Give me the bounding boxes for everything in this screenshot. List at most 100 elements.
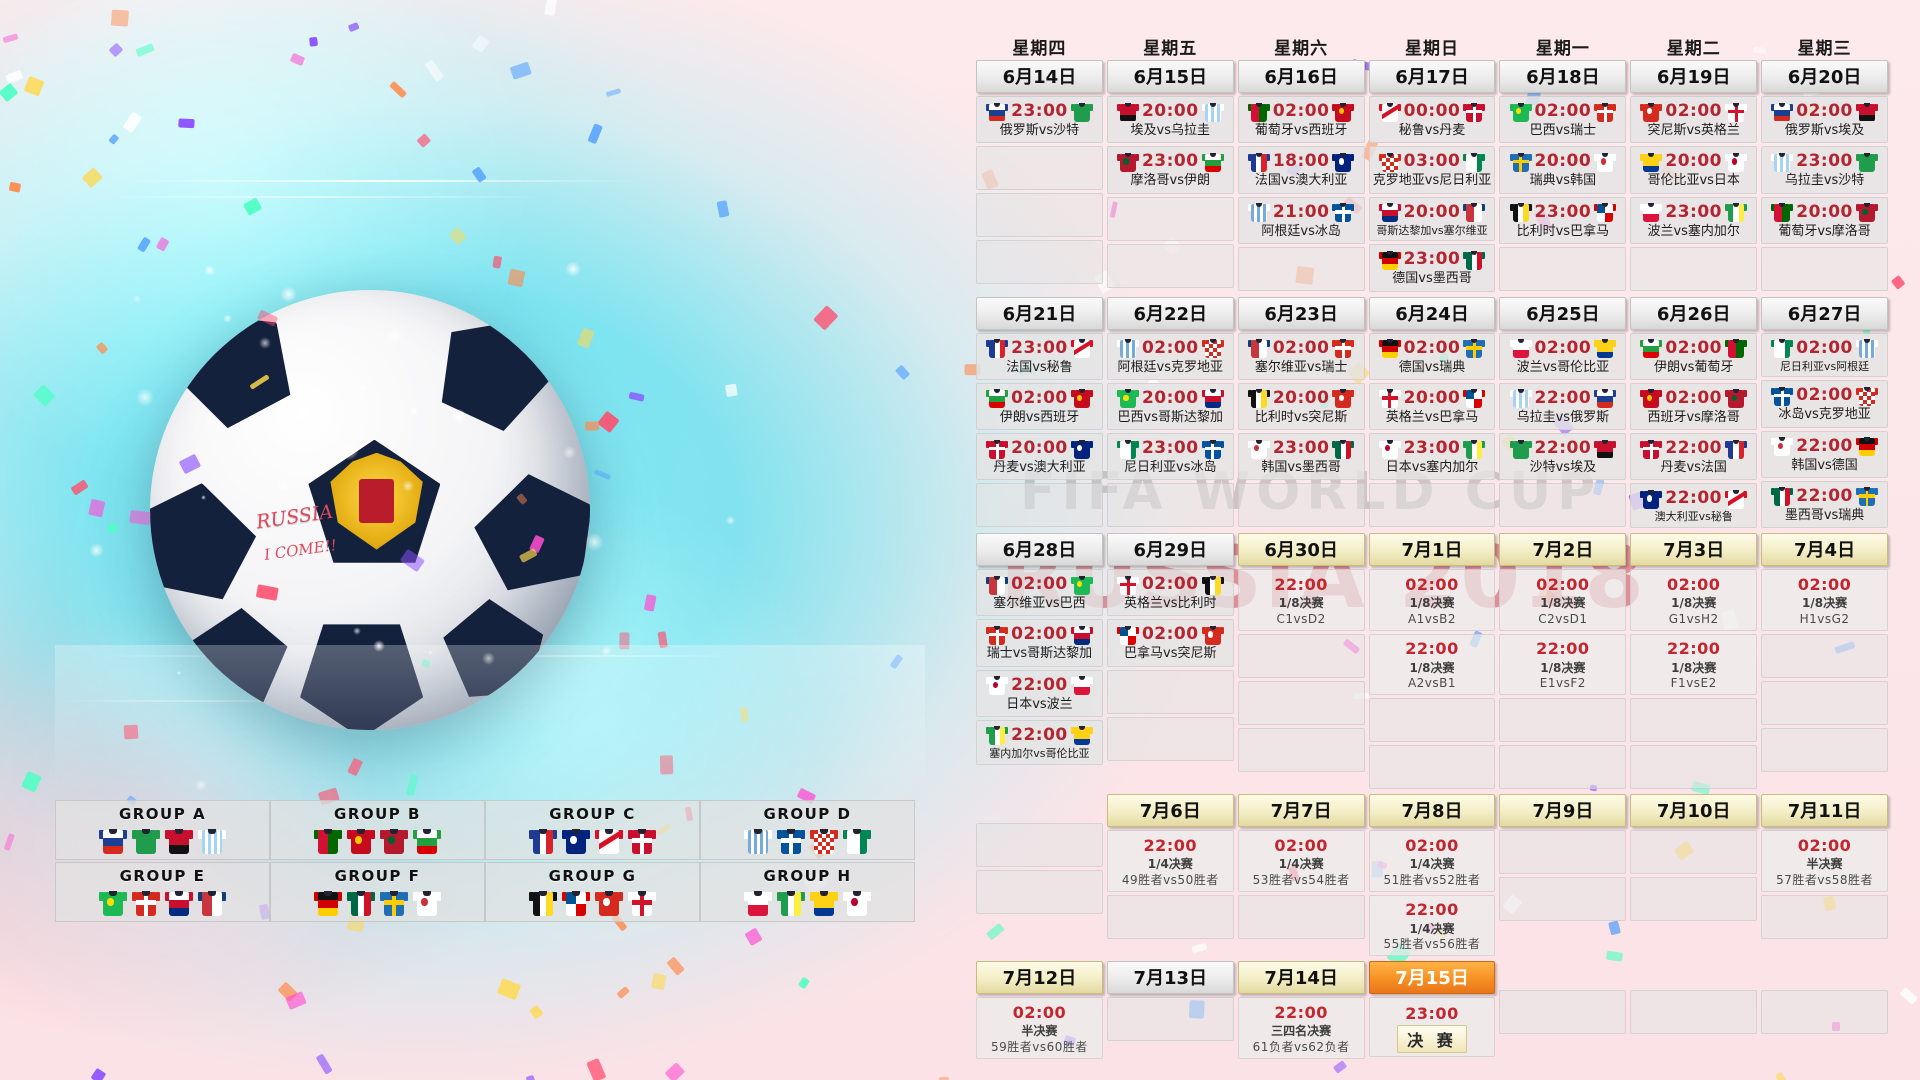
- match-group-stage[interactable]: 02:00 伊朗vs葡萄牙: [1630, 332, 1758, 380]
- date-header-6月30日[interactable]: 6月30日: [1237, 533, 1365, 566]
- match-knockout[interactable]: 02:00 1/4决赛 51胜者vs52胜者: [1368, 830, 1496, 892]
- match-group-stage[interactable]: 23:00 法国vs秘鲁: [976, 332, 1103, 380]
- match-group-stage[interactable]: 02:00 突尼斯vs英格兰: [1630, 96, 1758, 144]
- match-group-stage[interactable]: 20:00 埃及vs乌拉圭: [1106, 96, 1234, 144]
- date-header-6月20日[interactable]: 6月20日: [1761, 60, 1888, 93]
- match-group-stage[interactable]: 23:00 摩洛哥vs伊朗: [1106, 146, 1234, 194]
- group-box-group-e[interactable]: GROUP E: [55, 862, 270, 922]
- match-knockout[interactable]: 22:00 1/8决赛 E1vsF2: [1499, 633, 1627, 696]
- group-box-group-c[interactable]: GROUP C: [485, 800, 700, 860]
- group-box-group-a[interactable]: GROUP A: [55, 800, 270, 860]
- date-header-7月4日[interactable]: 7月4日: [1761, 533, 1888, 566]
- match-group-stage[interactable]: 22:00 澳大利亚vs秘鲁: [1630, 483, 1758, 528]
- match-group-stage[interactable]: 22:00 韩国vs德国: [1761, 430, 1888, 478]
- date-header-6月24日[interactable]: 6月24日: [1368, 296, 1496, 330]
- match-group-stage[interactable]: 23:00 尼日利亚vs冰岛: [1106, 433, 1234, 481]
- match-group-stage[interactable]: 02:00 瑞士vs哥斯达黎加: [976, 619, 1103, 667]
- match-group-stage[interactable]: 20:00 比利时vs突尼斯: [1237, 382, 1365, 430]
- group-box-group-g[interactable]: GROUP G: [485, 862, 700, 922]
- date-header-6月22日[interactable]: 6月22日: [1106, 296, 1234, 330]
- match-group-stage[interactable]: 02:00 阿根廷vs克罗地亚: [1106, 332, 1234, 380]
- match-group-stage[interactable]: 21:00 阿根廷vs冰岛: [1237, 196, 1365, 244]
- match-knockout[interactable]: 02:00 1/8决赛 C2vsD1: [1499, 569, 1627, 631]
- match-group-stage[interactable]: 03:00 克罗地亚vs尼日利亚: [1368, 146, 1496, 194]
- match-group-stage[interactable]: 22:00 日本vs波兰: [976, 669, 1103, 717]
- date-header-7月2日[interactable]: 7月2日: [1499, 533, 1627, 566]
- match-group-stage[interactable]: 02:00 巴西vs瑞士: [1499, 96, 1627, 144]
- match-group-stage[interactable]: 20:00 丹麦vs澳大利亚: [976, 433, 1103, 481]
- date-header-7月10日[interactable]: 7月10日: [1630, 794, 1758, 828]
- match-group-stage[interactable]: 20:00 哥斯达黎加vs塞尔维亚: [1368, 196, 1496, 242]
- match-group-stage[interactable]: 20:00 巴西vs哥斯达黎加: [1106, 382, 1234, 430]
- group-box-group-f[interactable]: GROUP F: [270, 862, 485, 922]
- match-group-stage[interactable]: 00:00 秘鲁vs丹麦: [1368, 96, 1496, 144]
- match-group-stage[interactable]: 02:00 德国vs瑞典: [1368, 332, 1496, 380]
- match-knockout[interactable]: 02:00 1/8决赛 A1vsB2: [1368, 569, 1496, 631]
- group-box-group-h[interactable]: GROUP H: [700, 862, 915, 922]
- match-group-stage[interactable]: 20:00 英格兰vs巴拿马: [1368, 382, 1496, 430]
- group-box-group-b[interactable]: GROUP B: [270, 800, 485, 860]
- match-knockout[interactable]: 02:00 1/4决赛 53胜者vs54胜者: [1237, 830, 1365, 892]
- match-group-stage[interactable]: 22:00 沙特vs埃及: [1499, 433, 1627, 481]
- match-group-stage[interactable]: 02:00 巴拿马vs突尼斯: [1106, 619, 1234, 667]
- date-header-6月21日[interactable]: 6月21日: [976, 296, 1103, 330]
- match-group-stage[interactable]: 02:00 波兰vs哥伦比亚: [1499, 332, 1627, 380]
- match-group-stage[interactable]: 20:00 瑞典vs韩国: [1499, 146, 1627, 194]
- match-knockout[interactable]: 02:00 半决赛 57胜者vs58胜者: [1761, 830, 1888, 892]
- date-header-6月23日[interactable]: 6月23日: [1237, 296, 1365, 330]
- date-header-6月17日[interactable]: 6月17日: [1368, 60, 1496, 93]
- match-group-stage[interactable]: 20:00 哥伦比亚vs日本: [1630, 146, 1758, 194]
- match-group-stage[interactable]: 23:00 比利时vs巴拿马: [1499, 196, 1627, 244]
- match-group-stage[interactable]: 20:00 葡萄牙vs摩洛哥: [1761, 196, 1888, 244]
- match-group-stage[interactable]: 23:00 波兰vs塞内加尔: [1630, 196, 1758, 244]
- match-group-stage[interactable]: 02:00 伊朗vs西班牙: [976, 382, 1103, 430]
- date-header-6月28日[interactable]: 6月28日: [976, 533, 1103, 566]
- match-group-stage[interactable]: 02:00 塞尔维亚vs瑞士: [1237, 332, 1365, 380]
- date-header-7月3日[interactable]: 7月3日: [1630, 533, 1758, 566]
- date-header-6月26日[interactable]: 6月26日: [1630, 296, 1758, 330]
- match-group-stage[interactable]: 02:00 尼日利亚vs阿根廷: [1761, 332, 1888, 378]
- match-group-stage[interactable]: 02:00 塞尔维亚vs巴西: [976, 569, 1103, 617]
- date-header-7月7日[interactable]: 7月7日: [1237, 794, 1365, 828]
- date-header-7月1日[interactable]: 7月1日: [1368, 533, 1496, 566]
- match-group-stage[interactable]: 18:00 法国vs澳大利亚: [1237, 146, 1365, 194]
- match-final[interactable]: 23:00 决 赛: [1368, 997, 1496, 1058]
- match-group-stage[interactable]: 02:00 西班牙vs摩洛哥: [1630, 382, 1758, 430]
- match-group-stage[interactable]: 23:00 乌拉圭vs沙特: [1761, 146, 1888, 194]
- match-knockout[interactable]: 22:00 三四名决赛 61负者vs62负者: [1237, 997, 1365, 1059]
- date-header-7月13日[interactable]: 7月13日: [1106, 961, 1234, 995]
- date-header-6月19日[interactable]: 6月19日: [1630, 60, 1758, 93]
- date-header-7月15日[interactable]: 7月15日: [1368, 961, 1496, 995]
- match-group-stage[interactable]: 22:00 乌拉圭vs俄罗斯: [1499, 382, 1627, 430]
- match-group-stage[interactable]: 22:00 塞内加尔vs哥伦比亚: [976, 719, 1103, 765]
- match-knockout[interactable]: 22:00 1/4决赛 55胜者vs56胜者: [1368, 894, 1496, 957]
- match-knockout[interactable]: 02:00 半决赛 59胜者vs60胜者: [976, 997, 1103, 1059]
- match-knockout[interactable]: 22:00 1/4决赛 49胜者vs50胜者: [1106, 830, 1234, 892]
- match-group-stage[interactable]: 23:00 德国vs墨西哥: [1368, 244, 1496, 292]
- match-knockout[interactable]: 02:00 1/8决赛 G1vsH2: [1630, 569, 1758, 631]
- date-header-7月11日[interactable]: 7月11日: [1761, 794, 1888, 828]
- match-group-stage[interactable]: 22:00 墨西哥vs瑞典: [1761, 480, 1888, 528]
- date-header-6月18日[interactable]: 6月18日: [1499, 60, 1627, 93]
- match-knockout[interactable]: 22:00 1/8决赛 A2vsB1: [1368, 633, 1496, 696]
- match-group-stage[interactable]: 23:00 俄罗斯vs沙特: [976, 96, 1103, 144]
- match-group-stage[interactable]: 02:00 俄罗斯vs埃及: [1761, 96, 1888, 144]
- date-header-6月25日[interactable]: 6月25日: [1499, 296, 1627, 330]
- match-group-stage[interactable]: 23:00 日本vs塞内加尔: [1368, 433, 1496, 481]
- match-group-stage[interactable]: 02:00 葡萄牙vs西班牙: [1237, 96, 1365, 144]
- date-header-6月14日[interactable]: 6月14日: [976, 60, 1103, 93]
- match-group-stage[interactable]: 02:00 英格兰vs比利时: [1106, 569, 1234, 617]
- match-knockout[interactable]: 02:00 1/8决赛 H1vsG2: [1761, 569, 1888, 631]
- date-header-7月12日[interactable]: 7月12日: [976, 961, 1103, 995]
- match-knockout[interactable]: 22:00 1/8决赛 C1vsD2: [1237, 569, 1365, 631]
- date-header-7月6日[interactable]: 7月6日: [1106, 794, 1234, 828]
- date-header-7月14日[interactable]: 7月14日: [1237, 961, 1365, 995]
- date-header-7月8日[interactable]: 7月8日: [1368, 794, 1496, 828]
- match-group-stage[interactable]: 23:00 韩国vs墨西哥: [1237, 433, 1365, 481]
- date-header-6月15日[interactable]: 6月15日: [1106, 60, 1234, 93]
- date-header-6月29日[interactable]: 6月29日: [1106, 533, 1234, 566]
- date-header-7月9日[interactable]: 7月9日: [1499, 794, 1627, 828]
- date-header-6月27日[interactable]: 6月27日: [1761, 296, 1888, 330]
- match-group-stage[interactable]: 22:00 丹麦vs法国: [1630, 433, 1758, 481]
- group-box-group-d[interactable]: GROUP D: [700, 800, 915, 860]
